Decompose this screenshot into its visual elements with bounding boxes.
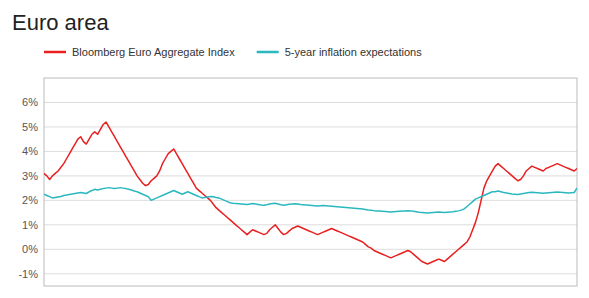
chart: Euro area Bloomberg Euro Aggregate Index 5… (0, 0, 589, 298)
legend-swatch (44, 51, 66, 54)
y-tick-label: 0% (22, 243, 38, 255)
grid-line (44, 200, 577, 201)
grid-line (44, 273, 577, 274)
legend: Bloomberg Euro Aggregate Index 5-year inf… (44, 46, 422, 58)
grid-line (44, 175, 577, 176)
y-tick-label: -1% (18, 268, 38, 280)
grid-line (44, 224, 577, 225)
y-tick-label: 3% (22, 170, 38, 182)
legend-swatch (257, 51, 279, 54)
y-tick-label: 5% (22, 121, 38, 133)
y-tick-label: 6% (22, 96, 38, 108)
plot-frame (44, 78, 577, 286)
grid (44, 102, 577, 273)
grid-line (44, 126, 577, 127)
legend-label: 5-year inflation expectations (285, 46, 422, 58)
y-tick-label: 4% (22, 145, 38, 157)
grid-line (44, 102, 577, 103)
lines (44, 122, 577, 264)
y-tick-label: 1% (22, 219, 38, 231)
grid-line (44, 249, 577, 250)
line (44, 122, 577, 264)
legend-label: Bloomberg Euro Aggregate Index (72, 46, 235, 58)
y-tick-label: 2% (22, 194, 38, 206)
line (44, 188, 577, 213)
title: Euro area (12, 10, 109, 35)
